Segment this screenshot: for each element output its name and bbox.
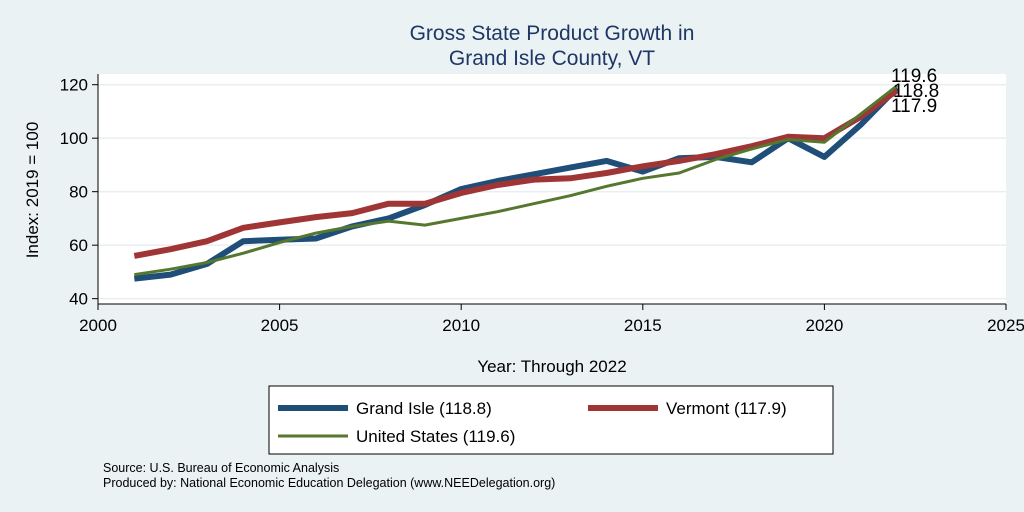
end-label-vermont: 117.9 xyxy=(891,96,937,117)
y-tick-label-40: 40 xyxy=(69,290,88,309)
end-label-united-states: 119.6 xyxy=(891,66,937,87)
series-line-vermont xyxy=(133,87,899,259)
series-line-grand-isle xyxy=(133,85,900,282)
y-axis-ticks: 40 60 80 100 120 xyxy=(60,76,98,309)
chart-title-line-1: Gross State Product Growth in xyxy=(410,22,695,45)
y-tick-label-60: 60 xyxy=(69,236,88,255)
x-tick-label-2010: 2010 xyxy=(442,316,480,335)
legend: Grand Isle (118.8) Vermont (117.9) Unite… xyxy=(268,385,834,455)
legend-label-united-states: United States (119.6) xyxy=(356,427,515,446)
y-tick-label-80: 80 xyxy=(69,183,88,202)
x-tick-label-2005: 2005 xyxy=(261,316,299,335)
legend-box xyxy=(268,385,834,455)
x-axis-ticks: 2000 2005 2010 2015 2020 2025 xyxy=(79,304,1024,335)
y-tick-label-120: 120 xyxy=(60,76,88,95)
x-axis-title: Year: Through 2022 xyxy=(477,357,626,376)
y-axis-title: Index: 2019 = 100 xyxy=(23,122,42,259)
legend-label-grand-isle: Grand Isle (118.8) xyxy=(356,399,492,418)
produced-by-note: Produced by: National Economic Education… xyxy=(103,476,555,490)
source-note: Source: U.S. Bureau of Economic Analysis xyxy=(103,461,339,475)
end-label-grand-isle: 118.8 xyxy=(893,81,939,102)
x-tick-label-2000: 2000 xyxy=(79,316,117,335)
x-tick-label-2015: 2015 xyxy=(624,316,662,335)
plot-area xyxy=(98,74,1006,304)
chart-title-line-2: Grand Isle County, VT xyxy=(449,47,655,70)
y-tick-label-100: 100 xyxy=(60,129,88,148)
grid-lines xyxy=(98,83,1006,300)
series-lines xyxy=(133,84,900,282)
legend-label-vermont: Vermont (117.9) xyxy=(666,399,787,418)
x-tick-label-2025: 2025 xyxy=(987,316,1024,335)
series-line-united-states xyxy=(134,84,898,277)
x-tick-label-2020: 2020 xyxy=(805,316,843,335)
